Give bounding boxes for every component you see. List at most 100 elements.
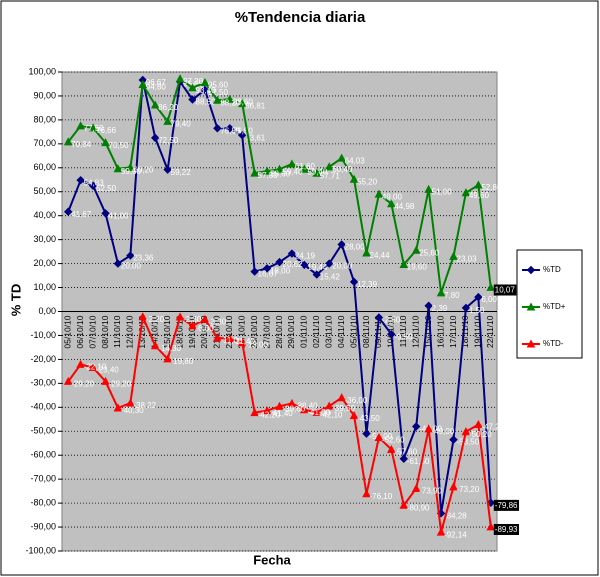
y-tick-label: -70,00: [30, 474, 56, 484]
data-label: -29,20: [71, 380, 94, 389]
x-axis-label: Fecha: [253, 552, 291, 567]
legend-label: %TD+: [543, 302, 566, 311]
chart-title: %Tendencia diaria: [235, 9, 366, 26]
data-label: -6,00: [196, 324, 215, 333]
data-point: [461, 427, 471, 436]
data-point: [461, 188, 471, 197]
x-tick-label: 02/11/10: [311, 315, 321, 348]
data-label: -73,20: [457, 485, 480, 494]
data-point: [138, 312, 148, 321]
data-label: -29,20: [109, 380, 132, 389]
data-point: [374, 313, 384, 322]
data-label-box: [493, 284, 517, 296]
data-label: 24,19: [295, 252, 316, 261]
data-point: [213, 333, 222, 342]
y-tick-label: -60,00: [30, 450, 56, 460]
data-label: 19,60: [407, 263, 428, 272]
data-label: 96,00: [183, 80, 204, 89]
data-label: 59,40: [283, 167, 304, 176]
data-label: 52,50: [96, 184, 117, 193]
data-point: [200, 77, 210, 87]
y-tick-label: 70,00: [33, 138, 56, 148]
data-label: -51,00: [370, 432, 393, 441]
data-label: 86,20: [158, 103, 179, 112]
data-point: [88, 181, 98, 190]
data-label: 20,62: [283, 260, 304, 269]
data-label: -57,60: [394, 448, 417, 457]
x-tick-label: 16/11/10: [435, 315, 445, 348]
y-tick-label: 30,00: [33, 234, 56, 244]
data-label: -2,30: [183, 315, 202, 324]
data-label: 18,00: [270, 266, 291, 275]
x-tick-label: 20/10/10: [199, 315, 209, 348]
y-tick-label: 100,00: [28, 66, 56, 76]
data-point: [412, 422, 421, 431]
x-tick-label: 22/11/10: [485, 315, 495, 348]
legend-marker: [526, 302, 536, 311]
data-label: -80,90: [407, 503, 430, 512]
data-point: [126, 251, 135, 260]
data-point: [250, 408, 259, 417]
data-label: -52,60: [382, 436, 405, 445]
data-label: 70,50: [109, 141, 130, 150]
data-point: [101, 209, 110, 218]
data-point: [200, 85, 210, 95]
data-point: [424, 424, 433, 433]
data-label: -42,10: [320, 410, 343, 419]
data-label: -3,30: [208, 318, 227, 327]
data-point: [449, 435, 458, 444]
data-label-box: [493, 499, 520, 511]
data-point: [436, 527, 446, 536]
data-label: -79,86: [495, 501, 518, 510]
data-label: -36,00: [345, 396, 368, 405]
x-tick-label: 17/11/10: [448, 315, 458, 348]
data-label: 24,44: [370, 251, 391, 260]
data-label: -11,00: [220, 336, 243, 345]
data-label: -92,14: [444, 530, 467, 539]
data-label: 77,50: [84, 124, 105, 133]
data-label: -42,20: [258, 411, 281, 420]
data-label: 16,67: [258, 270, 279, 279]
x-tick-label: 06/10/10: [75, 315, 85, 348]
data-label: 76,66: [96, 126, 117, 135]
y-tick-label: 40,00: [33, 210, 56, 220]
data-point: [262, 264, 272, 273]
data-label: -76,10: [370, 492, 393, 501]
x-tick-label: 01/11/10: [299, 315, 309, 348]
x-tick-label: 22/10/10: [224, 315, 234, 348]
data-point: [63, 137, 73, 146]
y-tick-label: -30,00: [30, 378, 56, 388]
x-tick-label: 08/11/10: [361, 315, 371, 348]
data-label: 59,40: [307, 167, 328, 176]
data-label: 10,07: [495, 285, 516, 294]
data-point: [262, 166, 272, 175]
data-point: [474, 292, 483, 302]
y-tick-label: 20,00: [33, 258, 56, 268]
data-label: 60,40: [332, 165, 353, 174]
y-tick-label: -50,00: [30, 426, 56, 436]
data-point: [349, 277, 359, 287]
data-point: [188, 95, 197, 104]
data-label: 1,50: [469, 306, 485, 315]
data-point: [275, 257, 284, 267]
data-label: 92,50: [208, 88, 229, 97]
data-point: [113, 403, 123, 412]
data-point: [486, 282, 496, 291]
data-label: 97,20: [183, 77, 204, 86]
data-point: [461, 303, 471, 313]
x-tick-label: 11/10/10: [112, 315, 122, 348]
data-label: 51,00: [432, 187, 453, 196]
data-point: [275, 401, 284, 410]
data-label: 70,84: [71, 140, 92, 149]
data-label: 95,60: [208, 81, 229, 90]
x-tick-label: 12/11/10: [410, 315, 420, 348]
data-label: -41,00: [307, 408, 330, 417]
data-point: [362, 248, 371, 257]
data-point: [275, 164, 284, 173]
data-point: [312, 270, 321, 279]
data-point: [300, 260, 309, 270]
data-point: [188, 83, 197, 92]
data-label: -9,50: [394, 332, 413, 341]
data-label: 49,00: [382, 192, 403, 201]
data-label: -22,10: [84, 363, 107, 372]
